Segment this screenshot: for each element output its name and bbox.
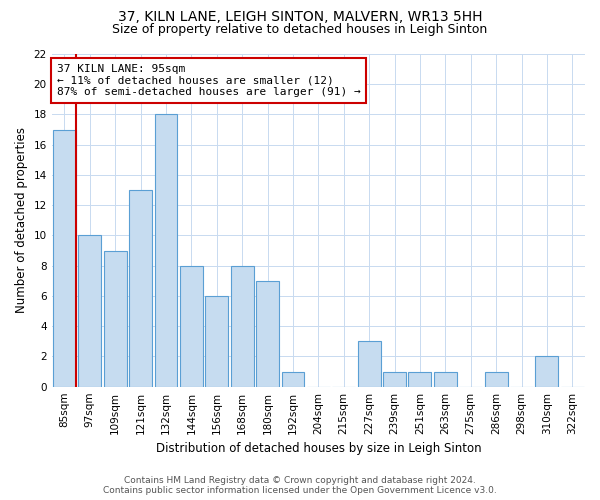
X-axis label: Distribution of detached houses by size in Leigh Sinton: Distribution of detached houses by size … xyxy=(155,442,481,455)
Bar xyxy=(104,250,127,386)
Bar xyxy=(485,372,508,386)
Bar xyxy=(79,236,101,386)
Text: 37, KILN LANE, LEIGH SINTON, MALVERN, WR13 5HH: 37, KILN LANE, LEIGH SINTON, MALVERN, WR… xyxy=(118,10,482,24)
Bar xyxy=(180,266,203,386)
Bar xyxy=(358,342,380,386)
Bar xyxy=(205,296,228,386)
Bar xyxy=(231,266,254,386)
Text: Contains HM Land Registry data © Crown copyright and database right 2024.
Contai: Contains HM Land Registry data © Crown c… xyxy=(103,476,497,495)
Text: 37 KILN LANE: 95sqm
← 11% of detached houses are smaller (12)
87% of semi-detach: 37 KILN LANE: 95sqm ← 11% of detached ho… xyxy=(57,64,361,97)
Bar xyxy=(129,190,152,386)
Bar xyxy=(383,372,406,386)
Text: Size of property relative to detached houses in Leigh Sinton: Size of property relative to detached ho… xyxy=(112,22,488,36)
Bar xyxy=(281,372,304,386)
Bar xyxy=(53,130,76,386)
Bar xyxy=(256,281,279,386)
Bar xyxy=(409,372,431,386)
Bar xyxy=(155,114,178,386)
Bar xyxy=(535,356,559,386)
Y-axis label: Number of detached properties: Number of detached properties xyxy=(15,128,28,314)
Bar xyxy=(434,372,457,386)
